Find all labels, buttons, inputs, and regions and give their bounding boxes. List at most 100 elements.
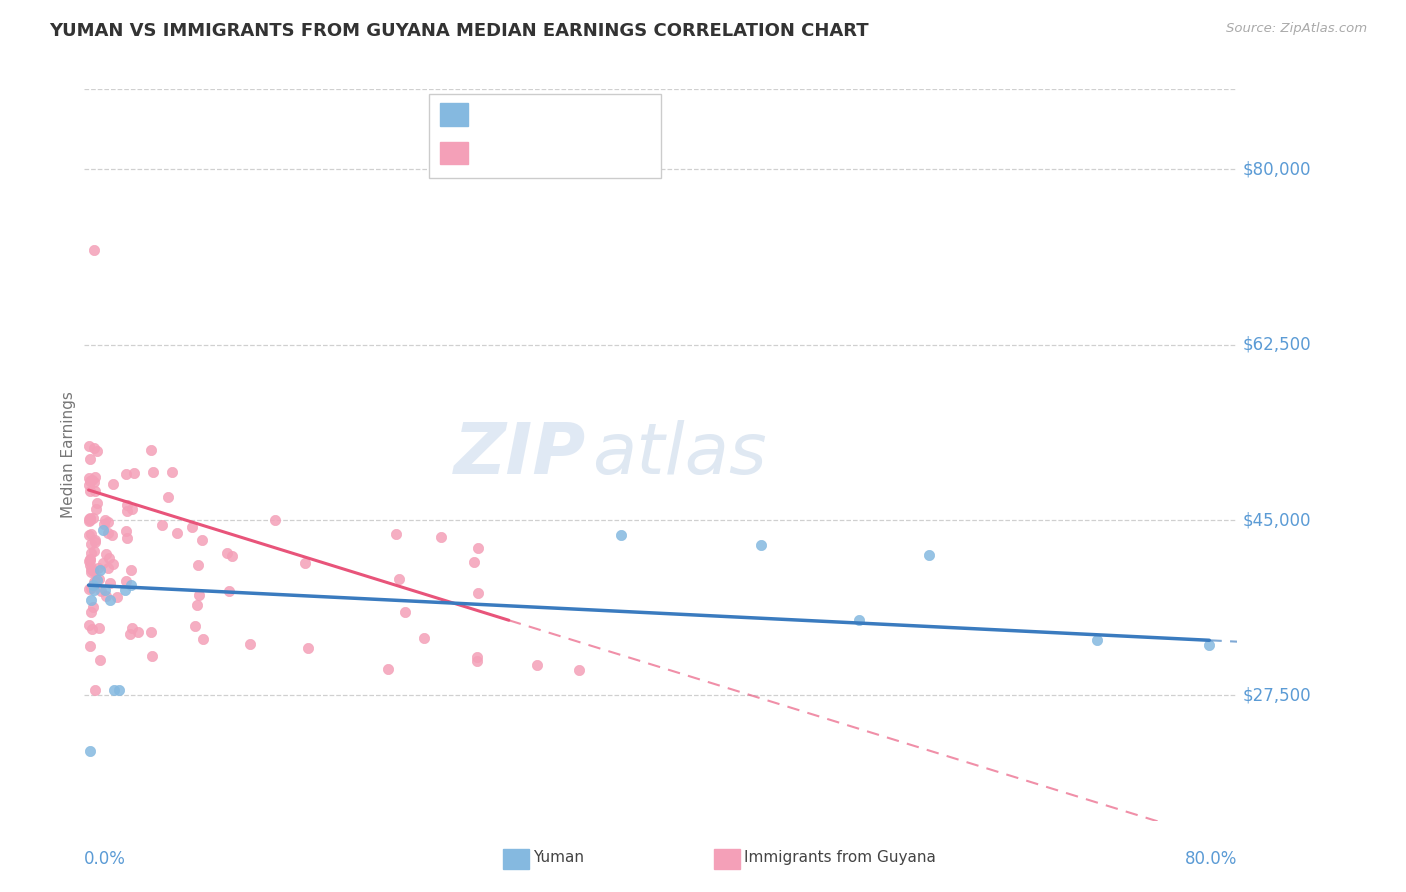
Point (79, 565, 101, 579)
Point (180, 519, 202, 533)
Text: 112: 112 (598, 145, 631, 160)
Point (79, 553, 101, 567)
Text: Immigrants from Guyana: Immigrants from Guyana (744, 850, 935, 864)
Point (215, 546, 238, 560)
Point (83, 243, 105, 257)
Point (191, 533, 214, 547)
Point (93, 517, 115, 532)
Text: $27,500: $27,500 (1243, 686, 1312, 705)
Text: 80.0%: 80.0% (1185, 850, 1237, 868)
Text: ZIP: ZIP (454, 420, 586, 490)
Point (120, 562, 142, 576)
Point (82, 563, 104, 577)
Point (115, 504, 138, 518)
Point (430, 530, 453, 544)
Point (82, 511, 104, 525)
Point (264, 513, 287, 527)
Point (1085, 633, 1108, 648)
Point (97, 560, 120, 574)
Point (101, 477, 124, 491)
Point (83, 475, 105, 489)
Point (98, 551, 121, 566)
Point (83, 535, 105, 549)
Text: YUMAN VS IMMIGRANTS FROM GUYANA MEDIAN EARNINGS CORRELATION CHART: YUMAN VS IMMIGRANTS FROM GUYANA MEDIAN E… (49, 22, 869, 40)
Point (127, 624, 149, 639)
Point (122, 466, 145, 480)
Text: R =: R = (477, 145, 512, 160)
Point (86, 444, 108, 458)
Point (610, 528, 633, 542)
Point (96, 589, 118, 603)
Point (80, 605, 103, 619)
Point (157, 490, 180, 504)
Point (413, 631, 436, 645)
Point (84, 574, 107, 588)
Point (384, 526, 406, 541)
Point (94, 513, 117, 527)
Point (77, 554, 100, 568)
Point (387, 572, 409, 586)
Point (83, 544, 105, 558)
Point (80, 582, 103, 596)
Point (77, 514, 100, 528)
Point (749, 538, 772, 552)
Point (84, 533, 107, 547)
Point (115, 524, 138, 538)
Text: atlas: atlas (592, 420, 766, 490)
Point (80, 562, 103, 576)
Point (82, 578, 104, 592)
Point (80, 622, 103, 636)
Point (394, 605, 416, 619)
Point (297, 640, 319, 655)
Point (188, 588, 211, 602)
Point (82, 599, 104, 614)
Text: $80,000: $80,000 (1243, 161, 1312, 178)
Y-axis label: Median Earnings: Median Earnings (60, 392, 76, 518)
Point (80, 537, 103, 551)
Point (142, 465, 165, 479)
Point (83, 441, 105, 455)
Text: Source: ZipAtlas.com: Source: ZipAtlas.com (1226, 22, 1367, 36)
Point (568, 664, 591, 678)
Point (77, 478, 100, 492)
Point (79, 511, 101, 525)
Point (218, 584, 240, 599)
Point (80, 527, 103, 541)
Text: Yuman: Yuman (533, 850, 583, 864)
Point (89, 563, 111, 577)
Point (193, 632, 215, 646)
Point (186, 598, 208, 612)
Point (115, 574, 138, 589)
Text: N =: N = (567, 145, 603, 160)
Point (117, 499, 139, 513)
Text: 0.0%: 0.0% (84, 850, 127, 868)
Point (97, 525, 120, 540)
Point (79, 475, 101, 489)
Point (80, 473, 103, 487)
Point (90, 583, 112, 598)
Point (84, 502, 107, 516)
Point (86, 573, 108, 587)
Point (239, 637, 262, 651)
Point (101, 527, 124, 541)
Point (77, 528, 100, 542)
Point (77, 439, 100, 453)
Point (89, 572, 111, 586)
Point (467, 586, 489, 600)
Point (463, 555, 485, 569)
Point (87, 561, 110, 575)
Text: -0.291: -0.291 (508, 107, 565, 121)
Point (79, 639, 101, 653)
Point (1198, 638, 1220, 652)
Point (141, 648, 163, 663)
Point (83, 575, 105, 590)
Point (160, 466, 183, 480)
Point (848, 613, 870, 627)
Point (91, 523, 114, 537)
Point (80, 593, 103, 607)
Point (98, 576, 121, 591)
Point (94, 583, 117, 598)
Point (98, 593, 121, 607)
Point (89, 652, 111, 666)
Point (150, 517, 173, 532)
